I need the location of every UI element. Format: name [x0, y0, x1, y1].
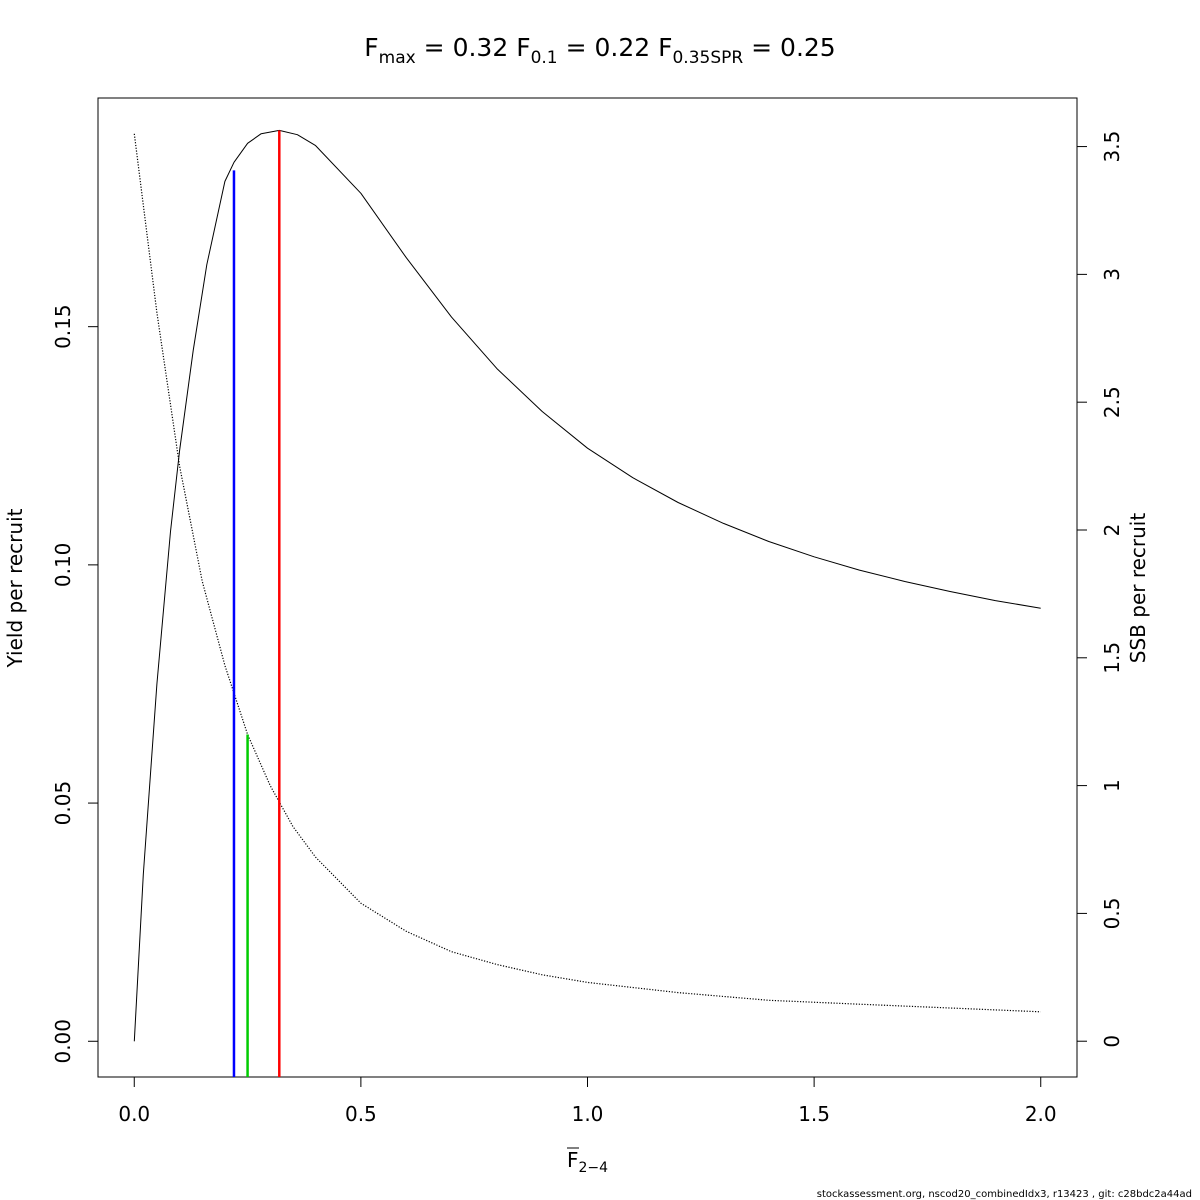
f01-symbol: F	[516, 33, 530, 62]
x-axis: 0.0 0.5 1.0 1.5 2.0	[118, 1077, 1057, 1126]
svg-text:F2−4: F2−4	[567, 1148, 608, 1176]
series-group	[133, 129, 1041, 1042]
y-axis-left: 0.00 0.05 0.10 0.15	[51, 304, 98, 1064]
y-axis-left-title: Yield per recruit	[3, 508, 27, 668]
y-right-tick-label: 3	[1100, 268, 1124, 281]
y-left-tick-label: 0.10	[51, 543, 75, 588]
y-right-tick-label: 2.5	[1100, 386, 1124, 418]
y-right-tick-label: 2	[1100, 524, 1124, 537]
x-tick-label: 0.0	[118, 1102, 150, 1126]
chart-title: Fmax = 0.32 F0.1 = 0.22 F0.35SPR = 0.25	[364, 33, 835, 68]
fspr-subscript: 0.35SPR	[672, 48, 743, 68]
y-left-tick-label: 0.15	[51, 304, 75, 349]
x-tick-label: 0.5	[345, 1102, 377, 1126]
fmax-subscript: max	[379, 48, 416, 68]
yield-per-recruit-line	[133, 129, 1041, 1042]
fmax-value: 0.32	[453, 33, 509, 62]
ssb-per-recruit-line	[133, 133, 1041, 1013]
x-axis-title-subscript: 2−4	[579, 1160, 609, 1176]
y-right-tick-label: 3.5	[1100, 131, 1124, 163]
x-axis-title: F2−4	[567, 1147, 608, 1176]
y-left-tick-label: 0.00	[51, 1019, 75, 1064]
y-axis-right-title: SSB per recruit	[1126, 513, 1150, 664]
y-right-tick-label: 0	[1100, 1035, 1124, 1048]
f01-subscript: 0.1	[531, 48, 558, 68]
x-tick-label: 2.0	[1025, 1102, 1057, 1126]
fspr-value: 0.25	[780, 33, 836, 62]
f01-value: 0.22	[594, 33, 650, 62]
fmax-symbol: F	[364, 33, 378, 62]
y-right-tick-label: 0.5	[1100, 898, 1124, 930]
x-tick-label: 1.0	[572, 1102, 604, 1126]
reference-lines	[232, 130, 281, 1077]
y-left-tick-label: 0.05	[51, 781, 75, 826]
y-right-tick-label: 1	[1100, 779, 1124, 792]
x-axis-title-symbol: F	[567, 1148, 579, 1172]
y-right-tick-label: 1.5	[1100, 642, 1124, 674]
footer-text: stockassessment.org, nscod20_combinedIdx…	[817, 1189, 1192, 1200]
fspr-symbol: F	[658, 33, 672, 62]
y-axis-right: 0 0.5 1 1.5 2 2.5 3 3.5	[1077, 131, 1124, 1048]
x-tick-label: 1.5	[798, 1102, 830, 1126]
